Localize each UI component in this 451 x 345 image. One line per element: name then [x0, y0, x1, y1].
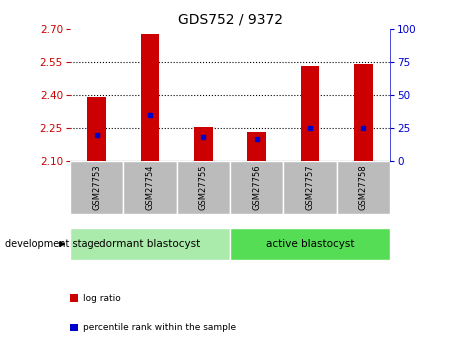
Text: development stage: development stage: [5, 239, 99, 249]
FancyBboxPatch shape: [337, 161, 390, 214]
Text: GSM27755: GSM27755: [199, 165, 208, 210]
Text: GSM27757: GSM27757: [306, 165, 314, 210]
Bar: [247, 131, 266, 161]
Text: GSM27758: GSM27758: [359, 165, 368, 210]
Text: log ratio: log ratio: [83, 294, 121, 303]
Title: GDS752 / 9372: GDS752 / 9372: [178, 13, 282, 27]
FancyBboxPatch shape: [70, 161, 123, 214]
Bar: [87, 97, 106, 161]
FancyBboxPatch shape: [283, 161, 337, 214]
Bar: [194, 127, 213, 161]
FancyBboxPatch shape: [230, 228, 390, 260]
Text: active blastocyst: active blastocyst: [266, 239, 354, 249]
Text: percentile rank within the sample: percentile rank within the sample: [83, 323, 237, 332]
Bar: [301, 66, 319, 161]
Text: dormant blastocyst: dormant blastocyst: [99, 239, 201, 249]
FancyBboxPatch shape: [70, 228, 230, 260]
Text: GSM27754: GSM27754: [146, 165, 154, 210]
FancyBboxPatch shape: [70, 294, 78, 302]
FancyBboxPatch shape: [177, 161, 230, 214]
FancyBboxPatch shape: [123, 161, 177, 214]
Text: GSM27756: GSM27756: [252, 165, 261, 210]
Bar: [354, 65, 373, 161]
Text: GSM27753: GSM27753: [92, 165, 101, 210]
FancyBboxPatch shape: [70, 324, 78, 331]
FancyBboxPatch shape: [230, 161, 283, 214]
Bar: [141, 34, 159, 161]
